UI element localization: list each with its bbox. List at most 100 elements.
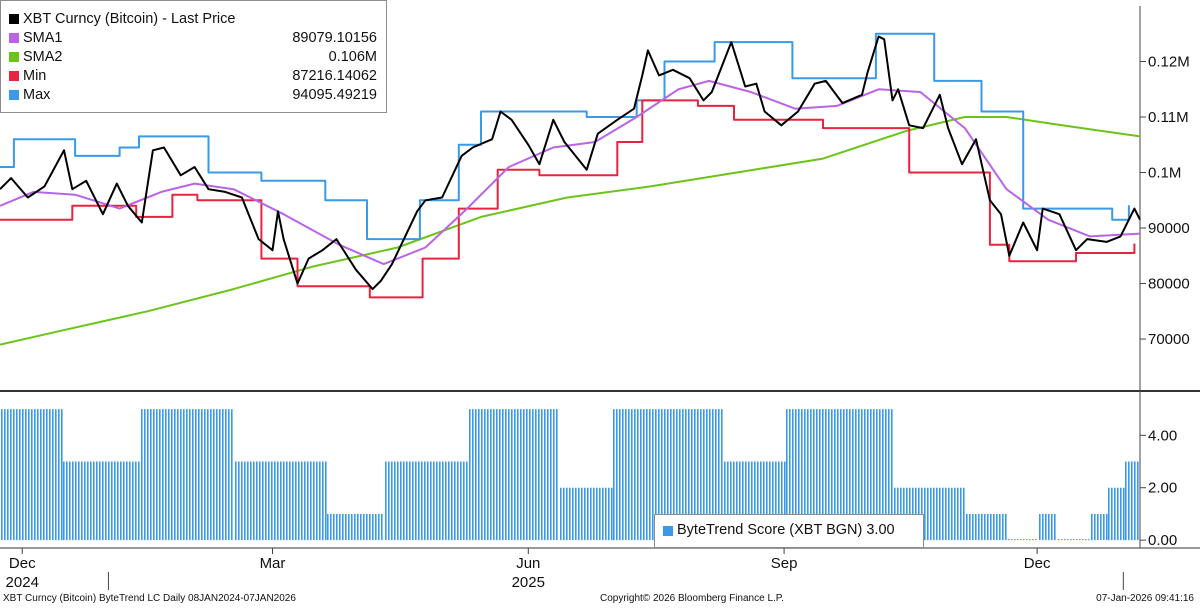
score-bar (406, 461, 408, 541)
score-bar (924, 487, 926, 541)
score-bar (514, 409, 516, 541)
score-bar (667, 409, 669, 541)
score-bar (481, 409, 483, 541)
score-bar (120, 461, 122, 541)
score-bar (993, 513, 995, 541)
score-bar (1103, 513, 1105, 541)
sma1-line (0, 79, 1141, 266)
score-bar (1005, 513, 1007, 541)
score-bar (244, 461, 246, 541)
score-bar (526, 409, 528, 541)
score-bar (849, 409, 851, 541)
legend-value-sma1: 89079.10156 (292, 30, 377, 46)
score-bar (49, 409, 51, 541)
score-bar (138, 461, 140, 541)
score-bar (189, 409, 191, 541)
score-bar (861, 409, 863, 541)
score-bar (730, 461, 732, 541)
score-bar (448, 461, 450, 541)
score-bar (631, 409, 633, 541)
score-bar (180, 409, 182, 541)
score-bar (378, 513, 380, 541)
score-bar (517, 409, 519, 541)
score-bar (183, 409, 185, 541)
score-bar (436, 461, 438, 541)
y-tick-label: 0.00 (1148, 532, 1177, 549)
score-bar (763, 461, 765, 541)
score-bar (129, 461, 131, 541)
score-bar (876, 409, 878, 541)
score-bar (742, 461, 744, 541)
score-bar (61, 409, 63, 541)
score-bar (1079, 539, 1081, 541)
score-bar (360, 513, 362, 541)
score-bar (375, 513, 377, 541)
score-bar (207, 409, 209, 541)
score-bar (825, 409, 827, 541)
score-bar (412, 461, 414, 541)
score-bar (560, 487, 562, 541)
score-bar (772, 461, 774, 541)
score-bar (204, 409, 206, 541)
price-line (0, 35, 1141, 291)
score-bar (31, 409, 33, 541)
score-bar (1131, 461, 1133, 541)
score-bar (795, 409, 797, 541)
score-bar (372, 513, 374, 541)
score-bar (646, 409, 648, 541)
score-bar (661, 409, 663, 541)
score-bar (804, 409, 806, 541)
score-bar (605, 487, 607, 541)
score-bar (945, 487, 947, 541)
legend-swatch-min (9, 71, 19, 81)
score-bar (1120, 487, 1122, 541)
score-bar (1117, 487, 1119, 541)
score-bar (460, 461, 462, 541)
legend-row-price: XBT Curncy (Bitcoin) - Last Price (1, 10, 386, 29)
score-bar (867, 409, 869, 541)
score-bar (691, 409, 693, 541)
x-year-label: 2024 (6, 574, 39, 591)
score-bar (843, 409, 845, 541)
score-bar (879, 409, 881, 541)
score-bar (697, 409, 699, 541)
legend-row-max: Max 94095.49219 (1, 86, 386, 105)
score-bar (969, 513, 971, 541)
score-bar (807, 409, 809, 541)
score-bar (715, 409, 717, 541)
score-bar (78, 461, 80, 541)
score-bar (84, 461, 86, 541)
score-bar (587, 487, 589, 541)
score-bar (147, 409, 149, 541)
score-bar (781, 461, 783, 541)
score-bar (990, 513, 992, 541)
score-bar (363, 513, 365, 541)
score-bar (885, 409, 887, 541)
score-bar (141, 409, 143, 541)
score-bar (882, 409, 884, 541)
score-bar (319, 461, 321, 541)
score-bar (1020, 539, 1022, 541)
score-bar (445, 461, 447, 541)
score-bar (69, 461, 71, 541)
score-bar (733, 461, 735, 541)
score-bar (1082, 539, 1084, 541)
legend-name-sma2: SMA2 (23, 49, 63, 65)
score-bar (584, 487, 586, 541)
score-bar (547, 409, 549, 541)
score-bar (709, 409, 711, 541)
score-bar (532, 409, 534, 541)
score-bar (873, 409, 875, 541)
score-bar (1094, 513, 1096, 541)
score-bar (351, 513, 353, 541)
score-bar (628, 409, 630, 541)
score-bar (712, 409, 714, 541)
score-bar (775, 461, 777, 541)
score-bar (798, 409, 800, 541)
footer-center: Copyright© 2026 Bloomberg Finance L.P. (600, 593, 784, 604)
score-bar (201, 409, 203, 541)
score-bar (16, 409, 18, 541)
score-bar (625, 409, 627, 541)
score-bar (1073, 539, 1075, 541)
score-bar (472, 409, 474, 541)
